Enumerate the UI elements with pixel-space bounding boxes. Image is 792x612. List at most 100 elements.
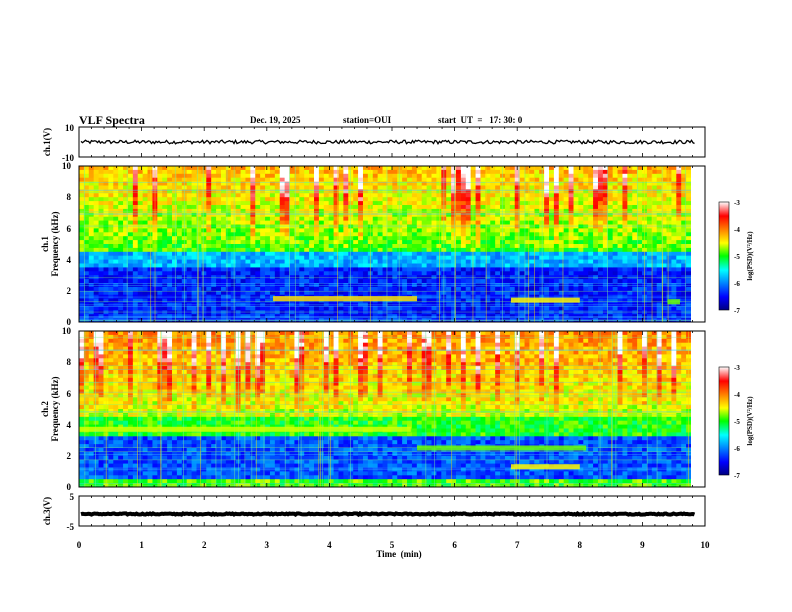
spectrogram-cell: [348, 290, 354, 296]
spectrogram-cell: [656, 255, 663, 260]
spectrogram-cell: [265, 263, 271, 268]
spectrogram-cell: [318, 244, 325, 249]
spectrogram-cell: [358, 205, 364, 210]
spectrogram-cell: [622, 251, 628, 257]
spectrogram-cell: [514, 290, 521, 296]
spectrogram-cell: [588, 247, 594, 253]
spectrogram-cell: [88, 177, 95, 182]
spectrogram-cell: [235, 228, 241, 233]
spectrogram-cell: [201, 310, 207, 315]
spectrogram-cell: [671, 279, 677, 284]
spectrogram-cell: [480, 286, 486, 292]
spectrogram-cell: [123, 314, 129, 319]
spectrogram-cell: [338, 181, 344, 186]
spectrogram-cell: [79, 212, 85, 218]
spectrogram-cell: [289, 185, 295, 190]
spectrogram-cell: [172, 247, 178, 253]
spectrogram-cell: [176, 283, 183, 288]
spectrogram-cell: [98, 197, 104, 202]
spectrogram-cell: [108, 189, 114, 194]
spectrogram-cell: [681, 166, 687, 171]
spectrogram-cell: [333, 208, 339, 214]
spectrogram-cell: [284, 283, 290, 288]
spectrogram-cell: [446, 173, 452, 179]
spectrogram-cell: [578, 173, 584, 179]
spectrogram-cell: [597, 306, 604, 311]
spectrogram-cell: [646, 306, 653, 311]
spectrogram-cell: [495, 224, 501, 229]
spectrogram-cell: [318, 290, 325, 296]
spectrogram-cell: [402, 263, 408, 268]
spectrogram-cell: [558, 314, 565, 319]
spectrogram-cell: [123, 267, 129, 272]
spectrogram-cell: [666, 236, 672, 241]
spectrogram-cell: [627, 279, 633, 284]
spectrogram-cell: [274, 310, 281, 315]
spectrogram-cell: [211, 181, 217, 186]
spectrogram-cell: [651, 232, 658, 237]
spectrogram-cell: [318, 220, 325, 225]
spectrogram-cell: [588, 205, 594, 210]
spectrogram-cell: [118, 224, 124, 229]
spectrogram-cell: [480, 228, 486, 233]
ch1-waveform-ylabel: ch.1(V): [42, 128, 52, 156]
spectrogram-cell: [123, 310, 129, 315]
spectrogram-cell: [113, 216, 119, 221]
spectrogram-cell: [103, 185, 109, 190]
spectrogram-cell: [176, 228, 183, 233]
spectrogram-cell: [637, 232, 643, 237]
spectrogram-cell: [544, 173, 550, 179]
spectrogram-cell: [500, 263, 506, 268]
spectrogram-cell: [323, 201, 330, 206]
spectrogram-cell: [333, 247, 339, 253]
spectrogram-cell: [500, 181, 506, 186]
spectrogram-cell: [127, 251, 134, 257]
spectrogram-cell: [162, 228, 168, 233]
spectrogram-cell: [514, 185, 521, 190]
spectrogram-cell: [201, 271, 207, 276]
spectrogram-cell: [387, 240, 393, 245]
spectrogram-cell: [255, 185, 261, 190]
spectrogram-cell: [79, 169, 85, 175]
spectrogram-cell: [568, 173, 574, 179]
spectrogram-cell: [553, 173, 560, 179]
spectrogram-cell: [504, 205, 511, 210]
spectrogram-cell: [583, 216, 589, 221]
spectrogram-cell: [607, 205, 614, 210]
spectrogram-cell: [83, 247, 90, 253]
spectrogram-cell: [622, 306, 628, 311]
spectrogram-cell: [113, 310, 119, 315]
spectrogram-cell: [362, 205, 369, 210]
spectrogram-cell: [475, 220, 481, 225]
spectrogram-cell: [98, 181, 104, 186]
spectrogram-cell: [343, 240, 349, 245]
spectrogram-cell: [544, 224, 550, 229]
spectrogram-cell: [176, 271, 183, 276]
spectrogram-cell: [402, 208, 408, 214]
spectrogram-cell: [568, 286, 574, 292]
spectrogram-cell: [294, 251, 300, 257]
spectrogram-cell: [475, 267, 481, 272]
spectrogram-cell: [573, 275, 579, 280]
spectrogram-cell: [568, 169, 574, 175]
spectrogram-cell: [578, 205, 584, 210]
spectrogram-cell: [416, 279, 423, 284]
spectrogram-cell: [573, 283, 579, 288]
spectrogram-cell: [534, 267, 540, 272]
spectrogram-cell: [147, 212, 153, 218]
spectrogram-cell: [132, 166, 139, 171]
spectrogram-cell: [127, 169, 134, 175]
spectrogram-cell: [490, 220, 496, 225]
spectrogram-cell: [446, 197, 452, 202]
spectrogram-cell: [426, 259, 432, 264]
spectrogram-cell: [485, 267, 491, 272]
spectrogram-cell: [397, 275, 403, 280]
spectrogram-cell: [656, 290, 663, 296]
spectrogram-cell: [118, 220, 124, 225]
spectrogram-cell: [519, 310, 525, 315]
spectrogram-cell: [392, 193, 398, 198]
spectrogram-cell: [206, 220, 212, 225]
spectrogram-cell: [83, 314, 90, 319]
spectrogram-cell: [470, 166, 476, 171]
spectrogram-cell: [402, 224, 408, 229]
